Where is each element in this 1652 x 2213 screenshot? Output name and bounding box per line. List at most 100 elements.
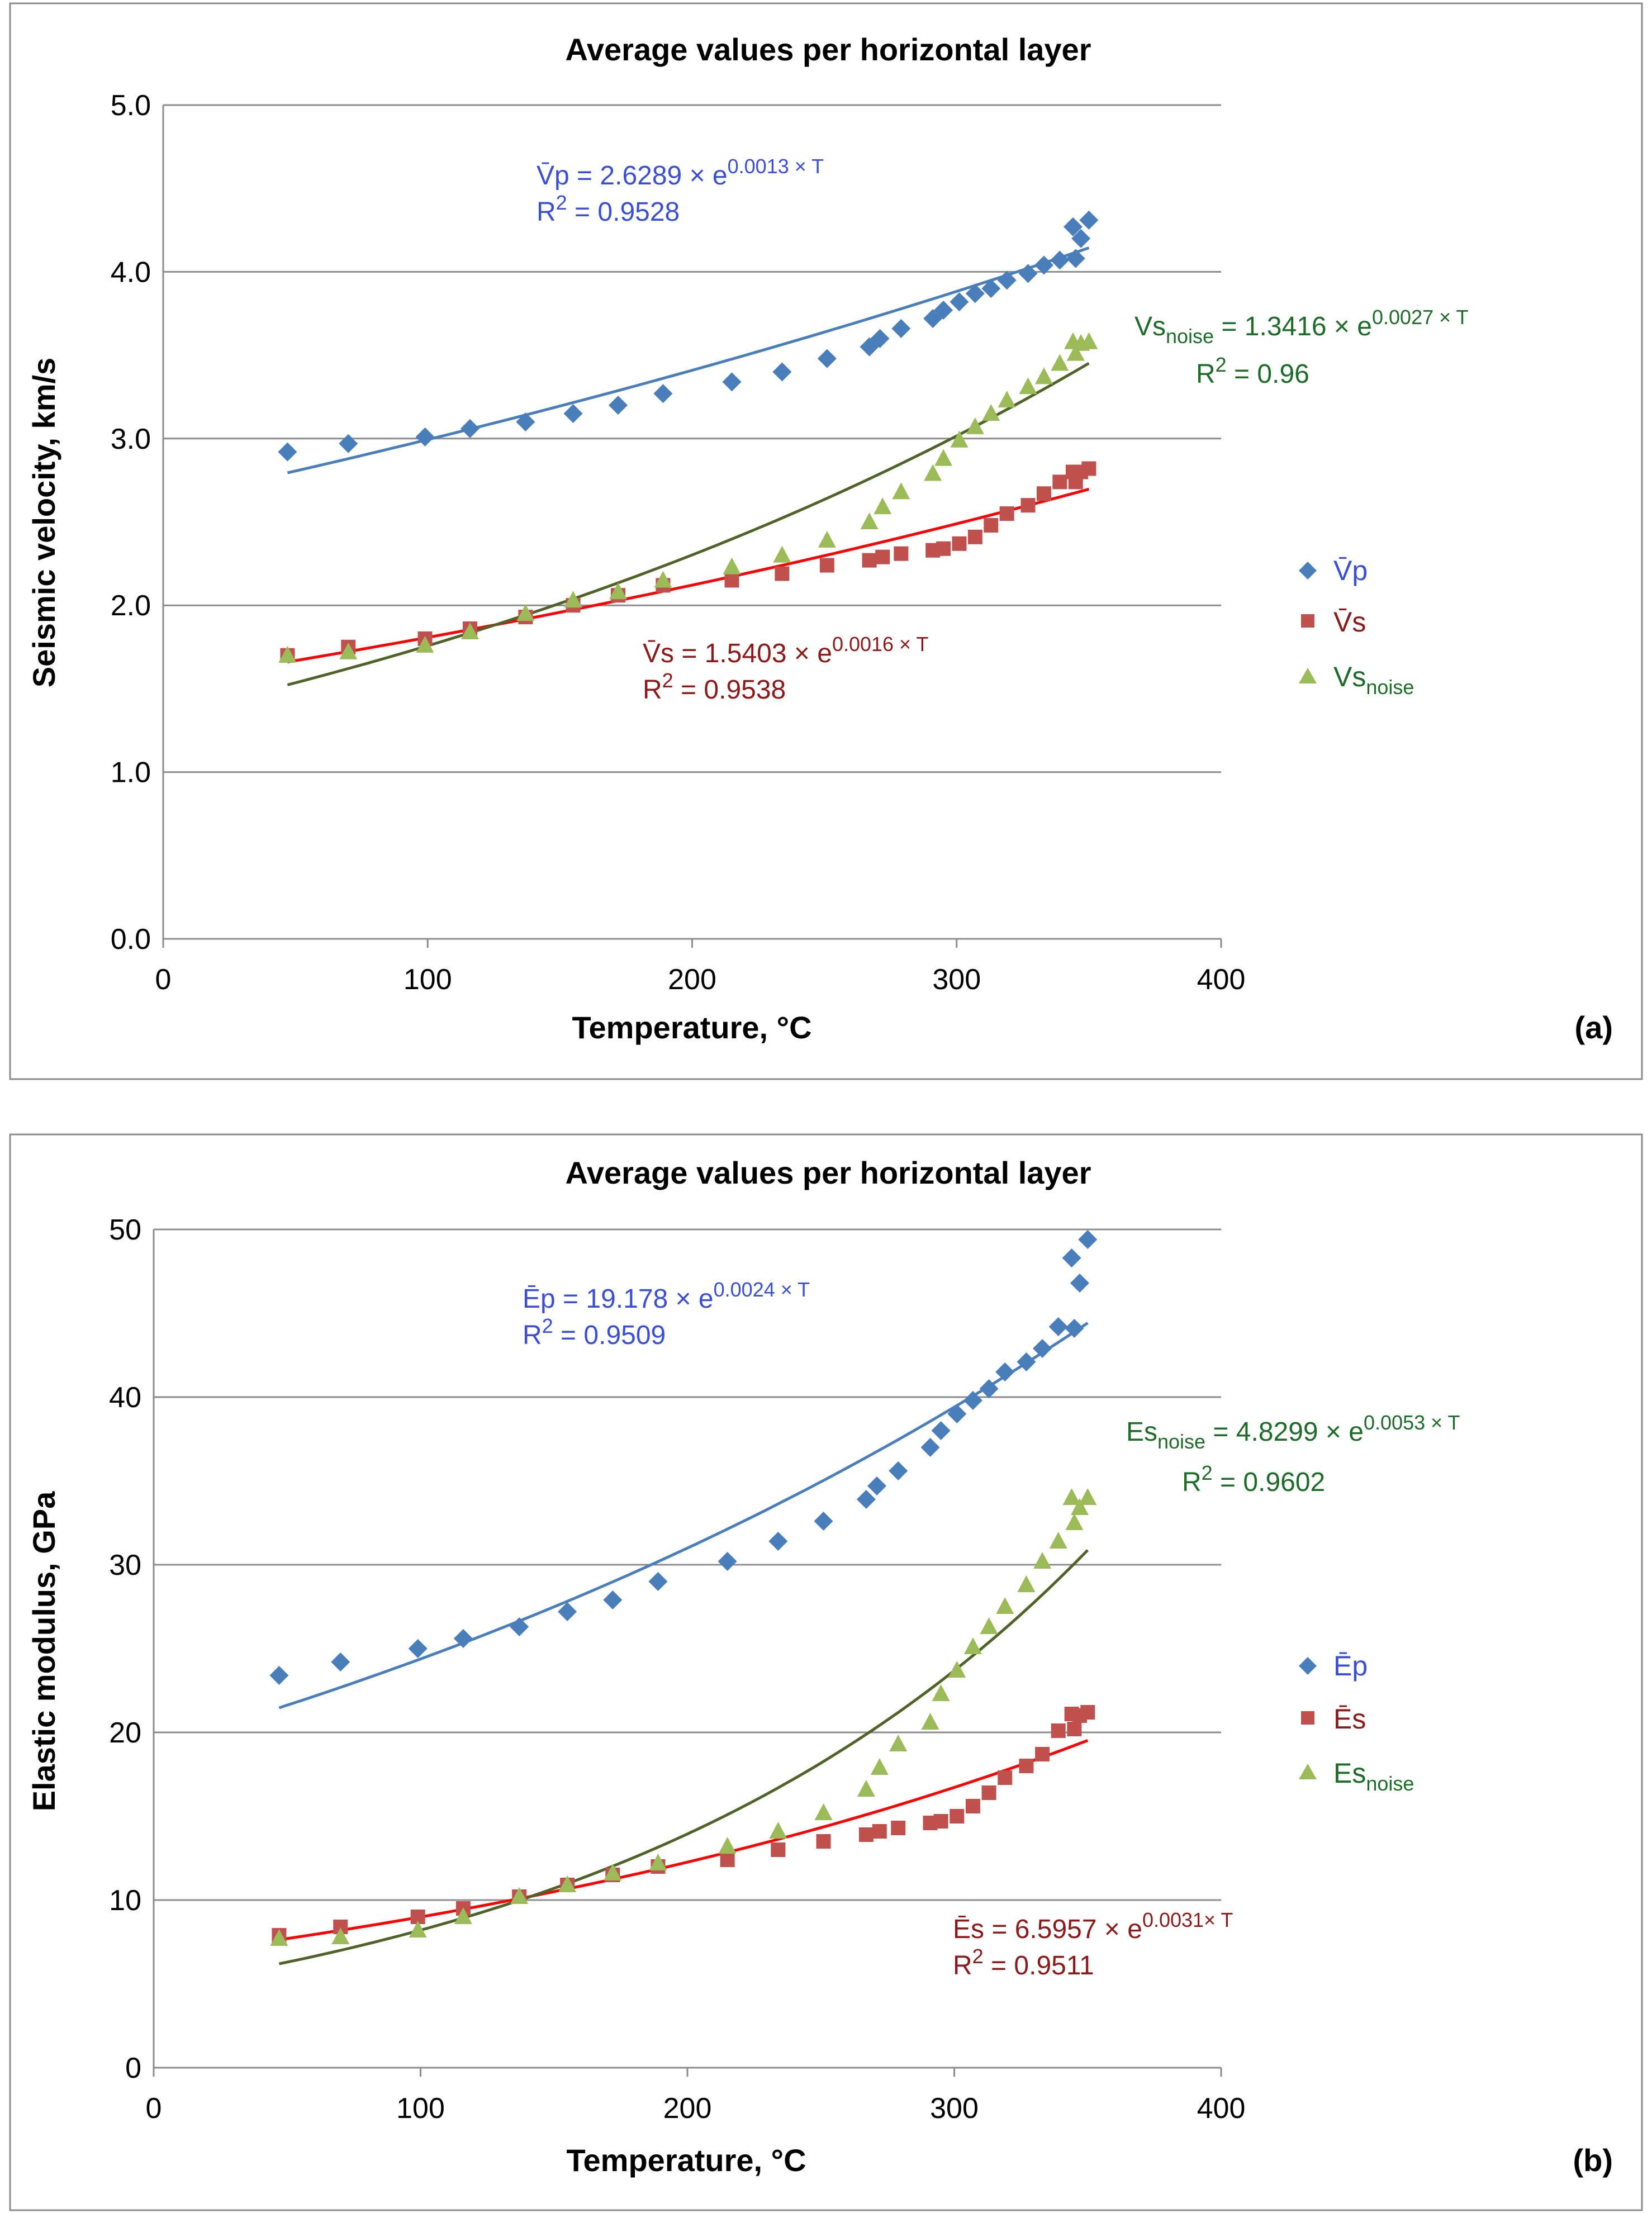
annotation-esnoise-exp: 0.0053 × T <box>1364 1411 1460 1434</box>
legend-vs-marker <box>1301 614 1314 628</box>
point-ep <box>963 1391 982 1410</box>
point-vp <box>608 396 628 415</box>
legend-vsnoise-main: Vs <box>1333 661 1366 692</box>
point-vs <box>819 558 834 573</box>
panel-a-x-axis-label: Temperature, °C <box>572 1010 811 1045</box>
legend-es: Ēs <box>1301 1703 1366 1735</box>
annotation-vs-equation: V̄s = 1.5403 × e0.0016 × T <box>643 633 928 668</box>
x-tick-label: 200 <box>663 2092 712 2125</box>
point-vsnoise <box>516 604 535 621</box>
legend-esnoise-main: Es <box>1333 1758 1366 1789</box>
point-esnoise <box>870 1758 889 1775</box>
point-ep <box>814 1512 833 1531</box>
point-vp <box>981 279 1001 298</box>
point-vp <box>891 319 911 338</box>
point-vp <box>278 442 297 462</box>
point-vp <box>950 292 969 312</box>
point-vs <box>1052 474 1067 490</box>
point-vp <box>965 284 985 303</box>
annotation-vsnoise-sub: noise <box>1166 325 1214 348</box>
point-ep <box>979 1379 999 1398</box>
y-tick-label: 50 <box>109 1214 141 1246</box>
point-ep <box>453 1629 473 1648</box>
point-es <box>965 1799 980 1813</box>
point-es <box>720 1853 735 1867</box>
point-vs <box>875 549 890 564</box>
point-vp <box>817 349 837 368</box>
point-es <box>950 1809 965 1823</box>
point-esnoise <box>1049 1532 1067 1549</box>
point-vs <box>984 517 999 533</box>
annotation-vp-r2-value: 0.9528 <box>597 197 680 227</box>
annotation-vs-exp: 0.0016 × T <box>832 633 928 656</box>
point-vsnoise <box>892 482 910 500</box>
point-vs <box>952 536 967 551</box>
point-ep <box>718 1552 737 1571</box>
y-tick-label: 10 <box>109 1884 141 1917</box>
point-esnoise <box>331 1927 350 1944</box>
point-vp <box>1050 250 1070 270</box>
annotation-vsnoise-pre: = 1.3416 × e <box>1214 312 1372 341</box>
annotation-esnoise-main: Es <box>1126 1417 1157 1447</box>
legend-ep-marker <box>1299 1657 1317 1675</box>
point-es <box>1067 1722 1082 1736</box>
point-esnoise <box>718 1837 737 1854</box>
point-es <box>933 1814 948 1829</box>
panel-a-title: Average values per horizontal layer <box>566 32 1091 67</box>
point-vp <box>870 329 890 348</box>
point-vsnoise <box>982 404 1000 421</box>
point-ep <box>1078 1230 1098 1249</box>
legend-esnoise: Esnoise <box>1299 1758 1414 1795</box>
y-tick-label: 0.0 <box>111 923 151 956</box>
annotation-ep-exp: 0.0024 × T <box>714 1278 810 1301</box>
point-vs <box>1020 498 1036 513</box>
y-tick-label: 1.0 <box>111 757 151 789</box>
x-tick-label: 300 <box>932 963 981 996</box>
x-tick-label: 0 <box>155 963 172 996</box>
point-es <box>872 1824 887 1839</box>
point-vp <box>1066 249 1085 268</box>
point-vp <box>772 362 792 382</box>
point-vsnoise <box>950 430 969 448</box>
legend-esnoise-marker <box>1299 1764 1317 1779</box>
annotation-vsnoise-exp: 0.0027 × T <box>1372 306 1468 329</box>
point-ep <box>331 1652 350 1671</box>
point-vsnoise <box>564 591 582 608</box>
point-vsnoise <box>416 635 434 653</box>
point-esnoise <box>857 1780 875 1797</box>
annotation-vsnoise-equation: Vsnoise = 1.3416 × e0.0027 × T <box>1134 306 1468 348</box>
annotation-vs-r2-value: 0.9538 <box>704 675 786 705</box>
annotation-es-exp: 0.0031× T <box>1142 1908 1233 1931</box>
point-ep <box>408 1639 428 1658</box>
x-tick-label: 400 <box>1197 2092 1246 2125</box>
point-ep <box>1070 1274 1089 1293</box>
annotation-vs-pre: V̄s = 1.5403 × e <box>643 639 832 668</box>
panel-a-y-ticks: 0.0 1.0 2.0 3.0 4.0 5.0 <box>111 89 151 956</box>
point-es <box>816 1834 831 1849</box>
point-vsnoise <box>966 417 984 434</box>
point-ep <box>558 1602 577 1621</box>
annotation-vp-equation: V̄p = 2.6289 × e0.0013 × T <box>537 155 824 191</box>
legend-vp-marker <box>1299 562 1317 580</box>
legend-esnoise-label: Esnoise <box>1333 1758 1414 1795</box>
point-es <box>858 1827 874 1842</box>
point-vsnoise <box>1080 332 1098 349</box>
point-es <box>981 1785 996 1800</box>
point-esnoise <box>996 1597 1014 1614</box>
point-vp <box>997 270 1017 290</box>
point-esnoise <box>932 1684 950 1701</box>
point-esnoise <box>409 1921 427 1937</box>
point-vs <box>1081 461 1096 476</box>
panel-b-label: (b) <box>1573 2143 1613 2178</box>
point-esnoise <box>1033 1552 1052 1569</box>
point-vs <box>967 529 982 544</box>
y-tick-label: 5.0 <box>111 89 151 122</box>
point-es <box>998 1770 1013 1785</box>
legend-vsnoise-sub: noise <box>1366 676 1414 699</box>
point-vp <box>934 301 953 320</box>
point-esnoise <box>454 1907 472 1924</box>
point-ep <box>1033 1339 1052 1358</box>
point-vsnoise <box>1066 344 1085 361</box>
point-vsnoise <box>339 642 358 659</box>
